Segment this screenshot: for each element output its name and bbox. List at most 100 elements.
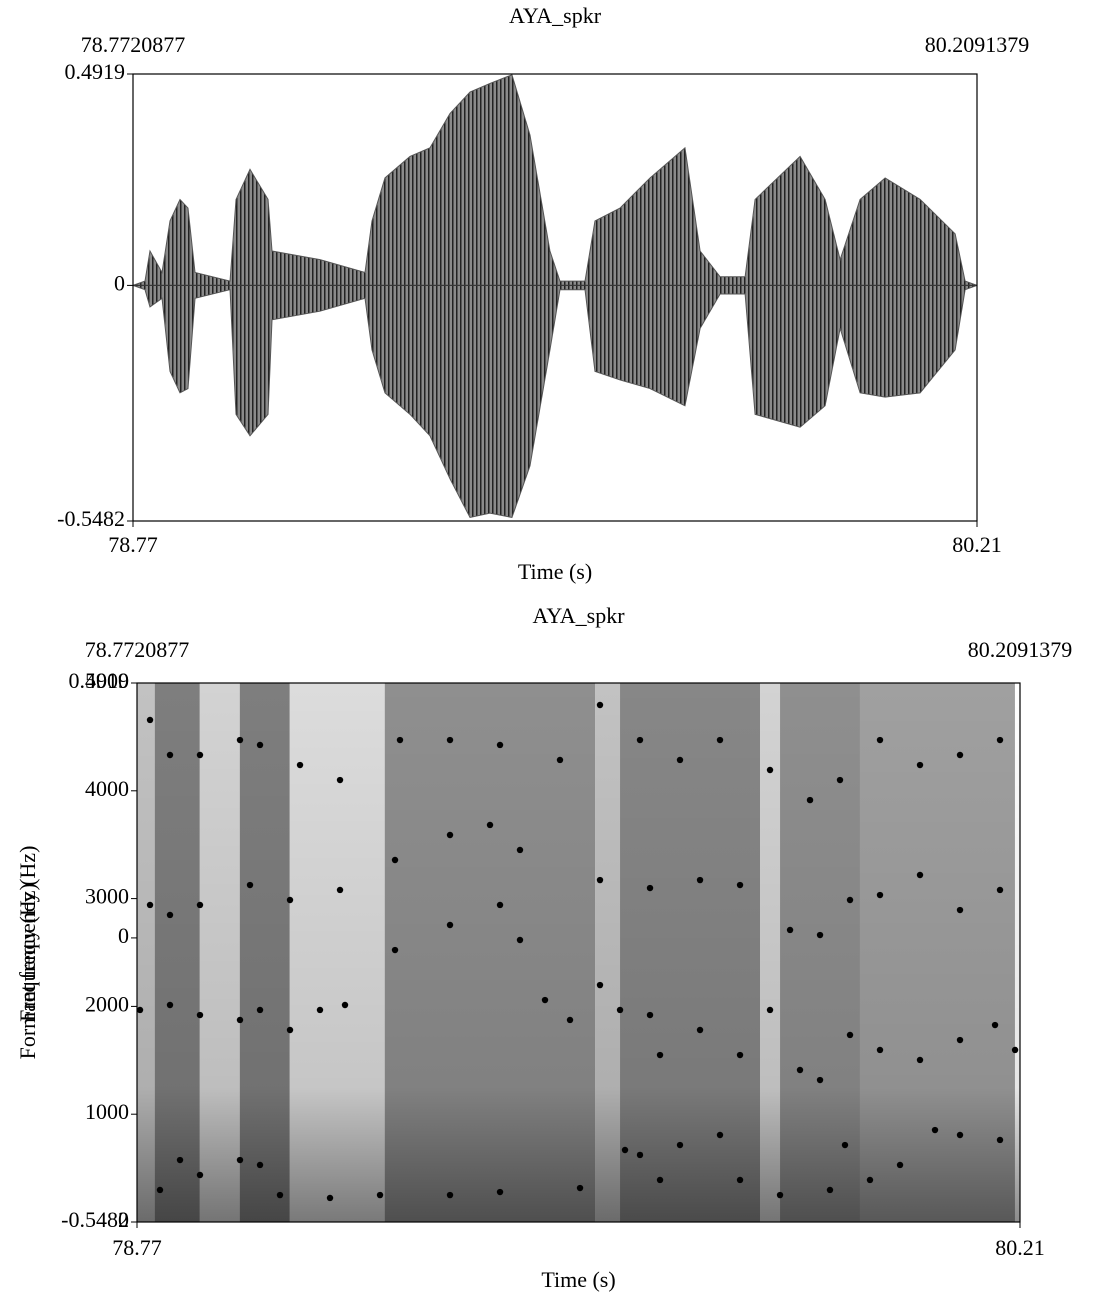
formant-point bbox=[257, 1007, 263, 1013]
formant-point bbox=[717, 737, 723, 743]
y-tick-label: -0.5482 bbox=[61, 1207, 129, 1232]
x-tick-label: 78.77 bbox=[108, 532, 158, 557]
formant-point bbox=[647, 1012, 653, 1018]
start-time: 78.7720877 bbox=[85, 637, 190, 662]
formant-point bbox=[397, 737, 403, 743]
formant-point bbox=[777, 1192, 783, 1198]
formant-point bbox=[797, 1067, 803, 1073]
formant-point bbox=[277, 1192, 283, 1198]
formant-point bbox=[867, 1177, 873, 1183]
y-tick-label: 0 bbox=[114, 270, 125, 295]
y-tick-label: 0 bbox=[118, 923, 129, 948]
formant-point bbox=[697, 1027, 703, 1033]
formant-point bbox=[932, 1127, 938, 1133]
formant-point bbox=[767, 767, 773, 773]
formant-point bbox=[392, 947, 398, 953]
formant-point bbox=[737, 1052, 743, 1058]
end-time: 80.2091379 bbox=[925, 32, 1030, 57]
formant-point bbox=[567, 1017, 573, 1023]
formant-point bbox=[617, 1007, 623, 1013]
formant-point bbox=[557, 757, 563, 763]
y-axis-label: Frequency (Hz) bbox=[15, 883, 40, 1022]
waveform-envelope bbox=[133, 75, 977, 286]
formant-point bbox=[447, 1192, 453, 1198]
x-tick-label: 78.77 bbox=[112, 1235, 162, 1260]
formant-point bbox=[447, 737, 453, 743]
formant-point bbox=[817, 932, 823, 938]
low-band-shade bbox=[137, 683, 1020, 1222]
formant-point bbox=[447, 922, 453, 928]
formant-point bbox=[597, 982, 603, 988]
y-tick-label: -0.5482 bbox=[57, 506, 125, 531]
formant-point bbox=[677, 1142, 683, 1148]
formant-point bbox=[767, 1007, 773, 1013]
formant-point bbox=[577, 1185, 583, 1191]
formant-point bbox=[997, 887, 1003, 893]
formant-point bbox=[257, 1162, 263, 1168]
formant-point bbox=[992, 1022, 998, 1028]
formant-point bbox=[497, 1189, 503, 1195]
formant-point bbox=[957, 1132, 963, 1138]
formant-point bbox=[137, 1007, 143, 1013]
formant-point bbox=[157, 1187, 163, 1193]
formant-point bbox=[317, 1007, 323, 1013]
formant-point bbox=[997, 737, 1003, 743]
chart-title: AYA_spkr bbox=[509, 3, 602, 28]
formant-point bbox=[287, 1027, 293, 1033]
y-tick-label: 4000 bbox=[85, 776, 129, 801]
end-time: 80.2091379 bbox=[968, 637, 1073, 662]
formant-point bbox=[337, 777, 343, 783]
formant-point bbox=[287, 897, 293, 903]
formant-point bbox=[167, 752, 173, 758]
formant-point bbox=[827, 1187, 833, 1193]
formant-point bbox=[837, 777, 843, 783]
formant-point bbox=[997, 1137, 1003, 1143]
formant-point bbox=[237, 1017, 243, 1023]
formant-point bbox=[237, 1157, 243, 1163]
formant-point bbox=[877, 1047, 883, 1053]
formant-point bbox=[917, 872, 923, 878]
formant-point bbox=[1012, 1047, 1018, 1053]
formant-point bbox=[247, 882, 253, 888]
formant-point bbox=[697, 877, 703, 883]
formant-point bbox=[877, 737, 883, 743]
y-tick-label: 0.4919 bbox=[69, 668, 130, 693]
formant-point bbox=[957, 907, 963, 913]
formant-point bbox=[197, 1172, 203, 1178]
y-tick-label: 2000 bbox=[85, 991, 129, 1016]
figure: AYA_spkr 78.7720877 80.2091379 78.77 80.21 Ti… bbox=[0, 0, 1101, 1301]
formant-point bbox=[542, 997, 548, 1003]
formant-point bbox=[637, 1152, 643, 1158]
formant-point bbox=[877, 892, 883, 898]
formant-point bbox=[447, 832, 453, 838]
x-tick-label: 80.21 bbox=[995, 1235, 1045, 1260]
formant-point bbox=[147, 717, 153, 723]
formant-point bbox=[817, 1077, 823, 1083]
formant-point bbox=[327, 1195, 333, 1201]
formant-point bbox=[737, 1177, 743, 1183]
x-axis-label: Time (s) bbox=[518, 559, 592, 584]
formant-point bbox=[487, 822, 493, 828]
formant-point bbox=[677, 757, 683, 763]
formant-point bbox=[597, 877, 603, 883]
formant-point bbox=[342, 1002, 348, 1008]
formant-point bbox=[737, 882, 743, 888]
formant-point bbox=[787, 927, 793, 933]
formant-point bbox=[637, 737, 643, 743]
formant-point bbox=[497, 742, 503, 748]
formant-point bbox=[197, 902, 203, 908]
formant-point bbox=[197, 752, 203, 758]
formant-point bbox=[517, 937, 523, 943]
formant-point bbox=[237, 737, 243, 743]
formant-point bbox=[657, 1052, 663, 1058]
formant-point bbox=[807, 797, 813, 803]
chart-title: AYA_spkr bbox=[532, 603, 625, 628]
waveform-envelope bbox=[133, 285, 977, 517]
formant-point bbox=[917, 1057, 923, 1063]
formant-point bbox=[917, 762, 923, 768]
formant-point bbox=[597, 702, 603, 708]
formant-point bbox=[957, 1037, 963, 1043]
formant-point bbox=[897, 1162, 903, 1168]
x-axis-label: Time (s) bbox=[541, 1267, 615, 1292]
formant-point bbox=[337, 887, 343, 893]
